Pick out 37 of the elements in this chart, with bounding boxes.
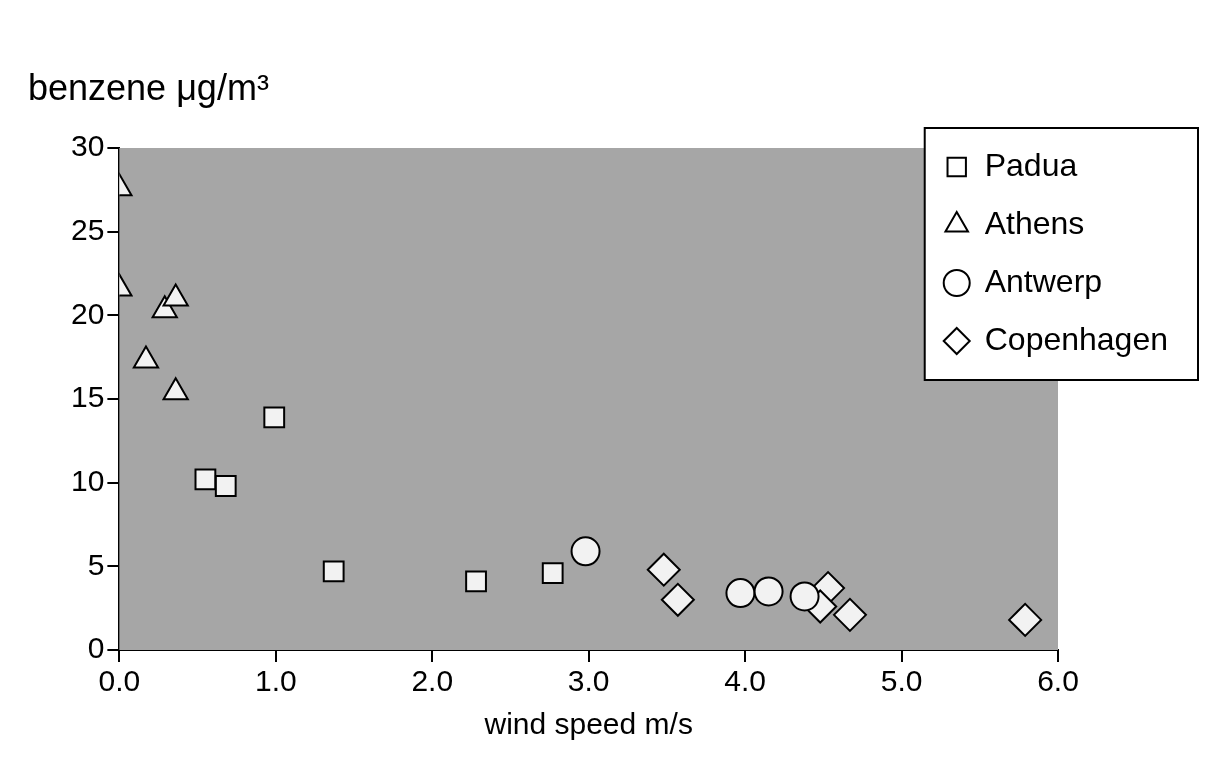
legend-label: Copenhagen bbox=[984, 320, 1168, 357]
y-tick-label: 0 bbox=[87, 631, 105, 665]
x-tick-label: 3.0 bbox=[567, 664, 610, 698]
x-tick-label: 2.0 bbox=[411, 664, 454, 698]
point bbox=[753, 576, 784, 607]
y-tick-label: 30 bbox=[70, 129, 105, 163]
x-tick-label: 5.0 bbox=[880, 664, 923, 698]
x-axis-title: wind speed m/s bbox=[483, 707, 693, 741]
point bbox=[132, 345, 160, 369]
x-tick-label: 0.0 bbox=[98, 664, 141, 698]
legend-label: Athens bbox=[984, 204, 1085, 241]
y-tick-label: 5 bbox=[87, 547, 105, 581]
y-tick-label: 15 bbox=[70, 380, 105, 414]
y-tick-label: 20 bbox=[70, 296, 105, 330]
point bbox=[214, 475, 237, 497]
point bbox=[725, 578, 756, 609]
legend-label: Antwerp bbox=[984, 262, 1103, 299]
point bbox=[789, 581, 820, 612]
y-tick-label: 10 bbox=[70, 463, 105, 497]
point bbox=[263, 406, 286, 429]
point bbox=[194, 468, 217, 491]
y-tick-label: 25 bbox=[70, 212, 105, 246]
point bbox=[162, 377, 189, 401]
point bbox=[646, 552, 681, 587]
point bbox=[162, 283, 189, 307]
point bbox=[660, 582, 695, 617]
point bbox=[465, 570, 487, 593]
point bbox=[541, 562, 564, 584]
legend-label: Padua bbox=[984, 146, 1078, 183]
point bbox=[1008, 602, 1043, 637]
point bbox=[570, 536, 601, 567]
point bbox=[322, 560, 345, 583]
point bbox=[832, 597, 867, 632]
x-tick-label: 6.0 bbox=[1037, 664, 1079, 698]
x-tick-label: 4.0 bbox=[724, 664, 766, 698]
x-tick-label: 1.0 bbox=[254, 664, 297, 698]
y-axis-title: benzene μg/m³ bbox=[28, 66, 269, 108]
